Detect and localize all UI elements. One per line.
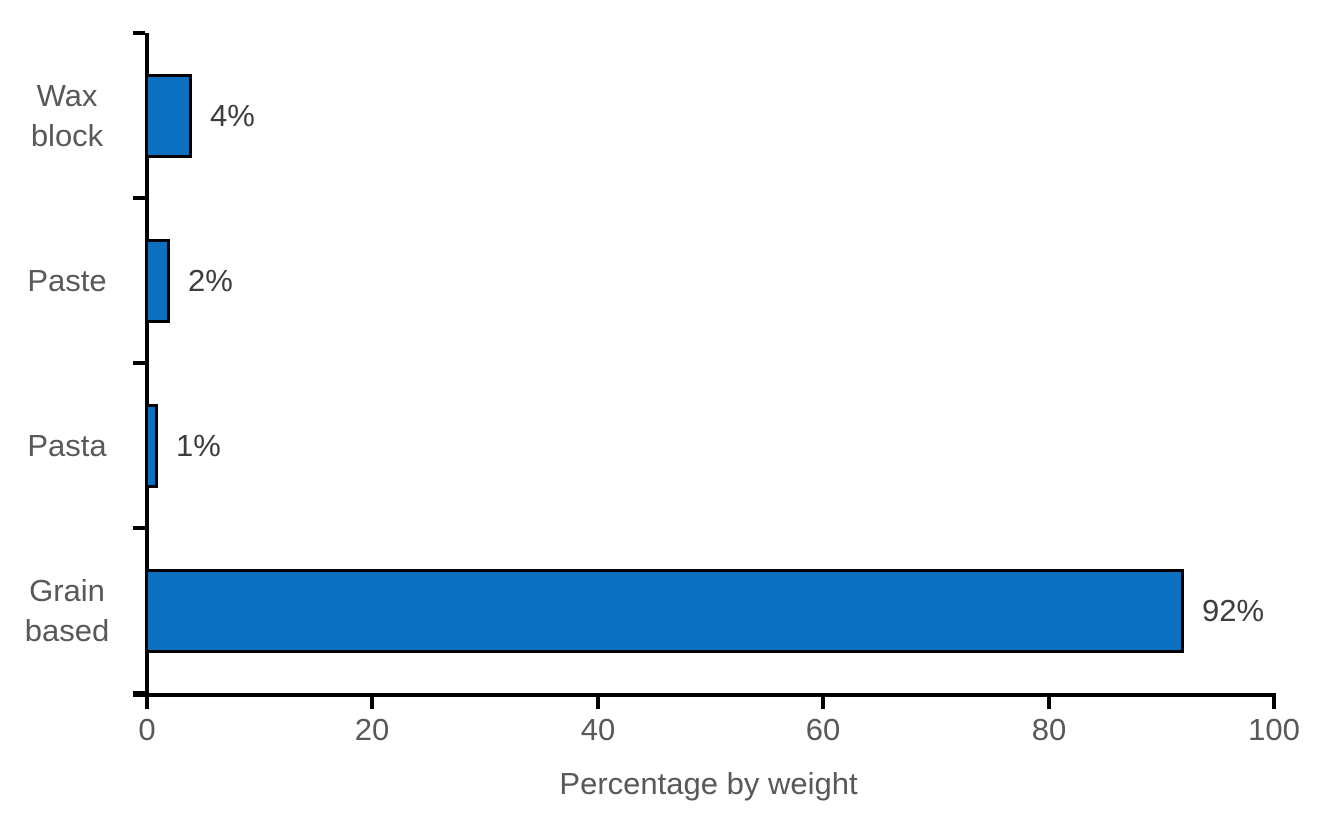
x-axis-tick (821, 697, 825, 709)
y-axis-line (145, 33, 149, 697)
bar (145, 239, 170, 323)
x-tick-label: 60 (805, 712, 841, 747)
x-axis-tick (1272, 697, 1276, 709)
category-label: Pasta (27, 427, 107, 463)
bar (145, 74, 192, 158)
value-label: 92% (1202, 592, 1265, 628)
x-tick-label: 20 (354, 712, 390, 747)
x-axis-tick (370, 697, 374, 709)
x-axis-tick (145, 697, 149, 709)
x-tick-label: 100 (1248, 712, 1300, 747)
category-label: Paste (27, 262, 107, 298)
x-axis-tick (1047, 697, 1051, 709)
x-axis-tick (596, 697, 600, 709)
y-axis-tick (133, 196, 145, 200)
value-label: 1% (176, 427, 221, 463)
x-tick-label: 40 (580, 712, 616, 747)
y-axis-tick (133, 31, 145, 35)
x-tick-label: 80 (1031, 712, 1067, 747)
category-label: Wax block (30, 77, 104, 153)
x-tick-label: 0 (138, 712, 156, 747)
y-axis-tick (133, 526, 145, 530)
y-axis-tick (133, 361, 145, 365)
bar (145, 404, 158, 488)
category-label: Grain based (24, 572, 110, 648)
value-label: 4% (210, 97, 255, 133)
x-axis-line (133, 693, 1276, 697)
value-label: 2% (188, 262, 233, 298)
bar (145, 569, 1184, 653)
x-axis-title: Percentage by weight (559, 766, 858, 801)
y-axis-tick (133, 691, 145, 695)
